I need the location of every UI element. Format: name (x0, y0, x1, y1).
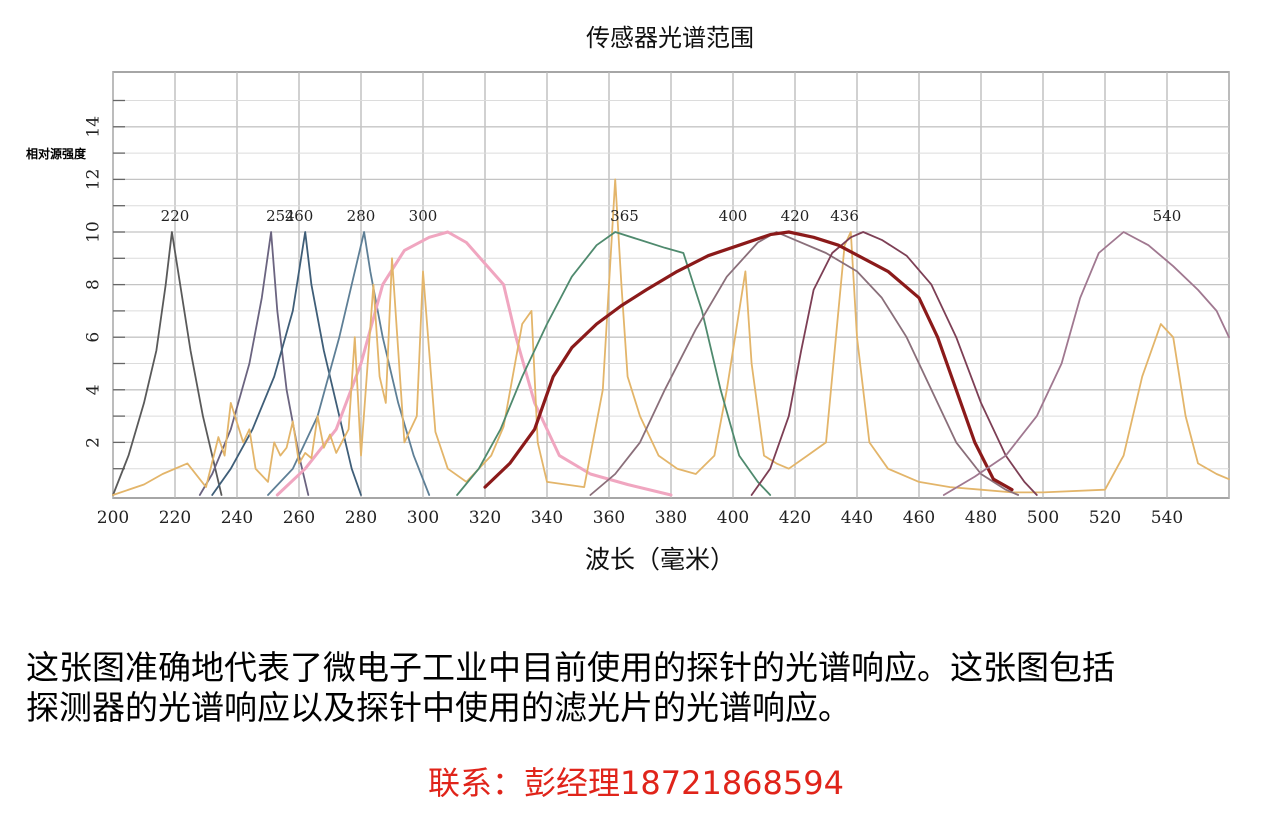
x-tick-label: 480 (965, 508, 997, 528)
x-tick-label: 460 (903, 508, 935, 528)
peak-label: 300 (409, 207, 438, 225)
y-tick-label: 4 (84, 384, 104, 395)
chart-title: 传感器光谱范围 (586, 24, 754, 52)
series-line-0 (112, 231, 223, 496)
series-line-6 (456, 231, 772, 496)
series-line-9 (483, 230, 1014, 492)
series-line-2 (211, 231, 362, 496)
x-tick-label: 280 (345, 508, 377, 528)
caption-line: 这张图准确地代表了微电子工业中目前使用的探针的光谱响应。这张图包括 (26, 648, 1115, 687)
y-tick-label: 14 (84, 116, 104, 138)
y-tick-label: 10 (84, 221, 104, 243)
series-line-10 (942, 231, 1230, 496)
peak-label: 220 (161, 207, 190, 225)
x-tick-label: 540 (1151, 508, 1183, 528)
peak-label: 260 (285, 207, 314, 225)
x-tick-label: 520 (1089, 508, 1121, 528)
peak-label: 365 (610, 207, 639, 225)
caption-text: 这张图准确地代表了微电子工业中目前使用的探针的光谱响应。这张图包括 探测器的光谱… (26, 648, 1246, 728)
y-tick-label: 12 (84, 169, 104, 191)
x-axis-label: 波长（毫米） (584, 545, 735, 574)
peak-label: 280 (347, 207, 376, 225)
peak-label: 420 (781, 207, 810, 225)
chart-ticks: 200 220 240 260 280 300 320 340 360 380 400 420 440 4… (84, 116, 1184, 528)
x-tick-label: 340 (531, 508, 563, 528)
series-line-7 (589, 231, 1020, 496)
x-tick-label: 240 (221, 508, 253, 528)
x-tick-label: 380 (655, 508, 687, 528)
peak-label: 436 (830, 207, 859, 225)
x-tick-label: 440 (841, 508, 873, 528)
series-line-4 (275, 230, 673, 497)
x-tick-label: 300 (407, 508, 439, 528)
series-line-5 (112, 178, 1230, 496)
series-line-8 (750, 231, 1038, 496)
x-tick-label: 260 (283, 508, 315, 528)
chart-series (112, 178, 1230, 497)
caption-line: 探测器的光谱响应以及探针中使用的滤光片的光谱响应。 (26, 688, 851, 727)
x-tick-label: 200 (97, 508, 129, 528)
chart-grid (112, 72, 1230, 498)
y-tick-label: 6 (84, 332, 104, 343)
peak-label: 400 (719, 207, 748, 225)
x-tick-label: 320 (469, 508, 501, 528)
x-tick-label: 360 (593, 508, 625, 528)
x-tick-label: 500 (1027, 508, 1059, 528)
x-tick-label: 400 (717, 508, 749, 528)
y-tick-label: 2 (84, 437, 104, 448)
x-tick-label: 420 (779, 508, 811, 528)
y-axis-label: 相对源强度 (26, 147, 87, 161)
peak-label: 540 (1153, 207, 1182, 225)
peak-label: 254 (266, 207, 295, 225)
y-tick-label: 8 (84, 279, 104, 290)
x-tick-label: 220 (159, 508, 191, 528)
contact-info: 联系：彭经理18721868594 (428, 764, 844, 802)
